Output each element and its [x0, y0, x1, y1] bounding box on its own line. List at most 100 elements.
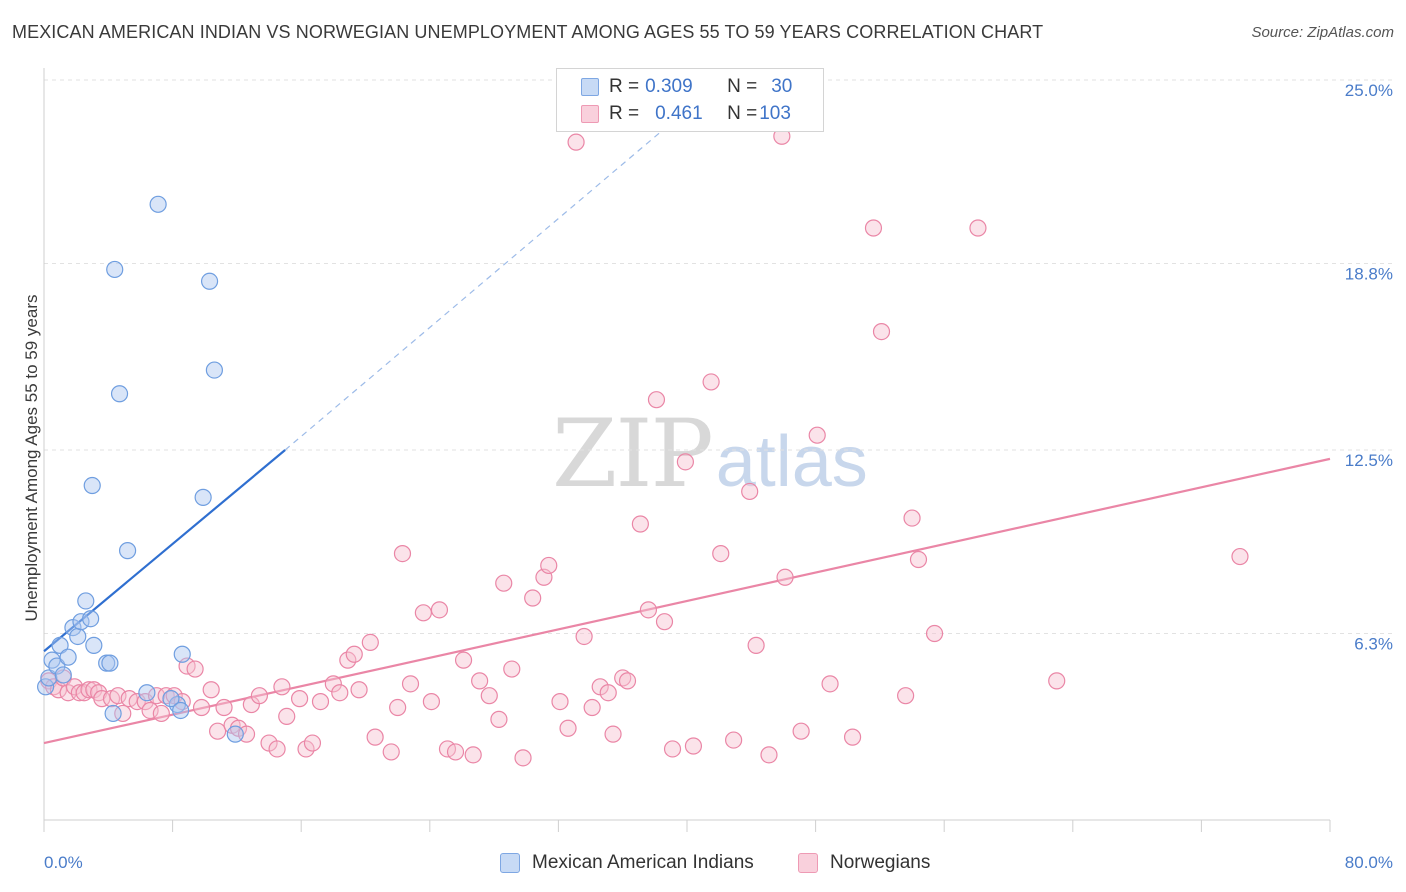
legend-n-value: 103	[759, 103, 791, 124]
point-norwegians	[495, 574, 513, 592]
point-norwegians	[250, 687, 269, 705]
point-norwegians	[290, 690, 309, 708]
point-norwegians	[297, 740, 315, 758]
point-norwegians	[1048, 672, 1066, 690]
point-mexican-american-indians	[226, 725, 244, 743]
point-norwegians	[324, 675, 342, 693]
point-norwegians	[490, 710, 508, 728]
point-norwegians	[114, 704, 132, 723]
point-norwegians	[366, 728, 384, 746]
legend-n-value: 30	[771, 76, 793, 97]
point-norwegians	[567, 133, 585, 151]
legend-r-label: R =	[609, 103, 640, 124]
point-mexican-american-indians	[173, 645, 191, 663]
point-norwegians	[454, 651, 473, 669]
correlation-legend: R = 0.309 N = 30 R = 0.461 N = 103	[556, 68, 824, 132]
legend-item-norwegians[interactable]: Norwegians	[798, 852, 930, 874]
point-norwegians	[393, 544, 412, 563]
point-norwegians	[864, 219, 883, 237]
point-norwegians	[401, 675, 420, 693]
point-norwegians	[147, 687, 166, 705]
point-mexican-american-indians	[200, 272, 219, 290]
point-mexican-american-indians	[194, 488, 212, 506]
point-norwegians	[663, 740, 682, 758]
point-norwegians	[909, 550, 928, 569]
point-mexican-american-indians	[118, 542, 137, 560]
point-norwegians	[503, 660, 521, 678]
point-norwegians	[75, 684, 93, 702]
point-norwegians	[1231, 547, 1249, 566]
point-mexican-american-indians	[110, 385, 129, 403]
point-norwegians	[471, 672, 489, 690]
point-norwegians	[639, 601, 658, 619]
point-mexican-american-indians	[83, 476, 101, 495]
point-norwegians	[389, 698, 407, 717]
point-mexican-american-indians	[172, 701, 190, 720]
source-label: Source: ZipAtlas.com	[1251, 24, 1394, 41]
point-norwegians	[821, 675, 839, 693]
trend-line-norwegians	[43, 457, 1331, 745]
watermark-atlas: atlas	[715, 422, 868, 502]
point-norwegians	[925, 624, 944, 643]
point-norwegians	[725, 731, 743, 749]
point-norwegians	[331, 684, 349, 702]
point-norwegians	[382, 743, 400, 761]
point-norwegians	[747, 636, 765, 654]
point-norwegians	[430, 601, 449, 619]
point-norwegians	[152, 704, 170, 723]
point-norwegians	[575, 627, 593, 646]
point-norwegians	[524, 589, 542, 607]
point-mexican-american-indians	[101, 654, 119, 672]
legend-r-value: 0.461	[655, 103, 703, 124]
point-mexican-american-indians	[106, 260, 124, 279]
point-norwegians	[414, 604, 432, 622]
point-norwegians	[273, 678, 291, 696]
legend-n-label: N =	[727, 76, 758, 97]
point-norwegians	[192, 698, 211, 717]
point-norwegians	[268, 740, 286, 758]
point-mexican-american-indians	[48, 657, 66, 675]
point-norwegians	[897, 687, 915, 705]
trend-lines	[43, 109, 1331, 745]
point-norwegians	[350, 681, 368, 699]
trend-line-mexican	[43, 449, 286, 653]
point-mexican-american-indians	[37, 678, 55, 696]
point-mexican-american-indians	[77, 592, 95, 610]
point-norwegians	[792, 722, 810, 740]
point-norwegians	[464, 746, 482, 764]
point-norwegians	[655, 613, 674, 631]
series-legend: Mexican American Indians Norwegians	[0, 852, 1406, 878]
watermark: ZIPatlas	[552, 400, 868, 509]
legend-r-value: 0.309	[645, 76, 693, 97]
y-axis-label: Unemployment Among Ages 55 to 59 years	[22, 295, 41, 622]
point-mexican-american-indians	[138, 684, 156, 702]
point-norwegians	[872, 323, 891, 341]
point-mexican-american-indians	[205, 361, 223, 379]
point-norwegians	[599, 684, 617, 702]
x-tick-label: 80.0%	[1345, 853, 1393, 872]
point-norwegians	[311, 692, 330, 711]
point-norwegians	[361, 633, 379, 652]
legend-swatch	[500, 853, 520, 873]
point-norwegians	[676, 453, 694, 471]
point-norwegians	[70, 684, 88, 702]
point-mexican-american-indians	[72, 613, 90, 631]
point-norwegians	[215, 698, 233, 717]
point-norwegians	[345, 645, 363, 663]
legend-label: Mexican American Indians	[532, 852, 754, 873]
point-norwegians	[647, 391, 666, 409]
legend-item-mexican-american-indians[interactable]: Mexican American Indians	[500, 852, 754, 874]
point-mexican-american-indians	[162, 690, 180, 708]
point-norwegians	[843, 728, 862, 746]
point-norwegians	[339, 651, 357, 669]
y-tick-label: 6.3%	[1354, 635, 1393, 654]
point-norwegians	[741, 482, 759, 501]
legend-r-label: R =	[609, 76, 640, 97]
point-norwegians	[186, 660, 204, 678]
point-norwegians	[776, 568, 794, 586]
point-norwegians	[278, 707, 296, 726]
point-norwegians	[614, 669, 632, 687]
legend-n-label: N =	[727, 103, 758, 124]
point-norwegians	[702, 373, 720, 391]
